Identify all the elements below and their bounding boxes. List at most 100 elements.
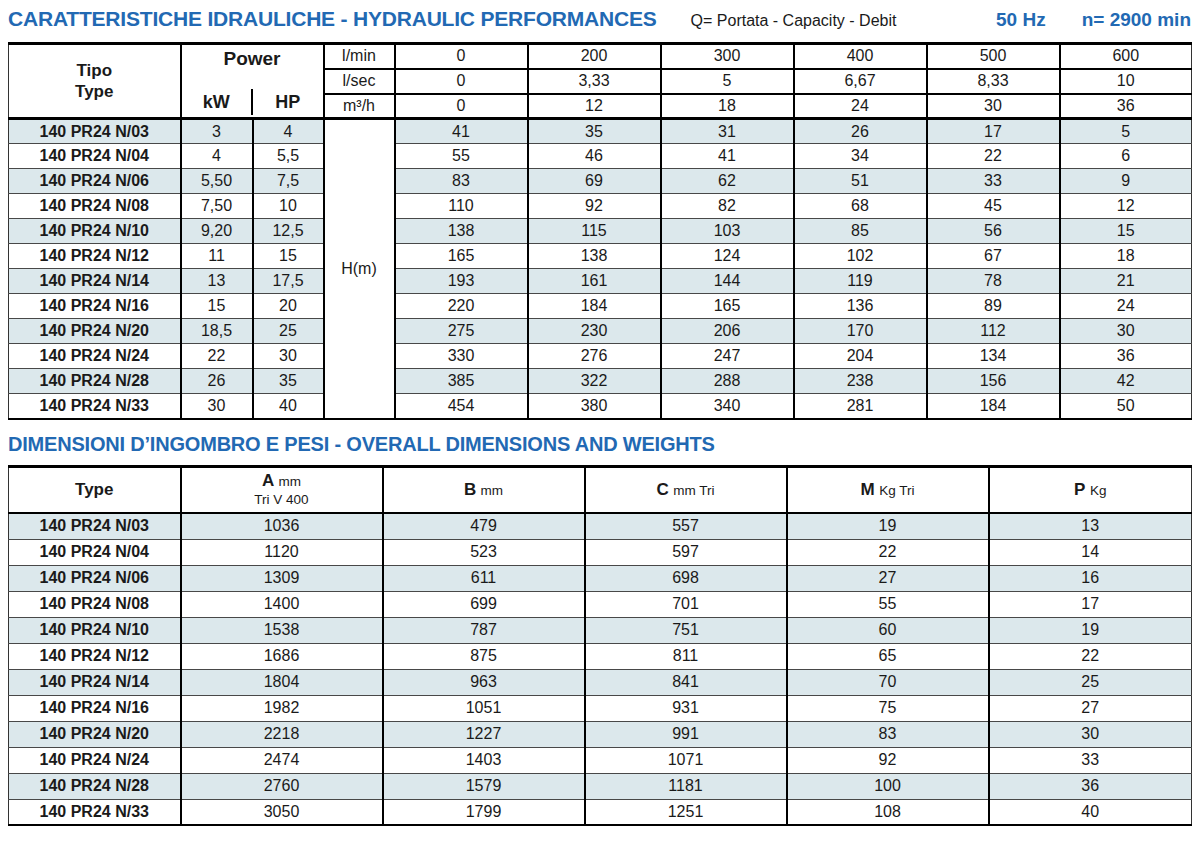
power-kw-value: 11 [181,244,253,269]
head-value: 103 [661,219,794,244]
hydraulic-row: 140 PR24 N/0445,555464134226 [9,144,1192,169]
head-unit-label: H(m) [324,119,395,419]
head-value: 454 [395,394,528,419]
dimension-value: 1799 [383,799,585,825]
dimensions-row: 140 PR24 N/1015387877516019 [9,617,1192,643]
dimension-value: 22 [787,539,989,565]
head-value: 330 [395,344,528,369]
head-value: 385 [395,369,528,394]
dimensions-table-body: 140 PR24 N/0310364795571913140 PR24 N/04… [9,513,1192,825]
hydraulic-row: 140 PR24 N/087,50101109282684512 [9,194,1192,219]
dimension-value: 557 [585,513,787,539]
dimension-value: 1251 [585,799,787,825]
dims-column-unit: Kg Tri [879,483,914,498]
dimension-value: 108 [787,799,989,825]
head-value: 67 [927,244,1060,269]
head-value: 115 [528,219,661,244]
dimension-value: 963 [383,669,585,695]
pump-type: 140 PR24 N/33 [9,799,181,825]
hydraulic-row: 140 PR24 N/1211151651381241026718 [9,244,1192,269]
dims-column-header-m: M Kg Tri [787,466,989,513]
power-kw-value: 9,20 [181,219,253,244]
dims-column-header-b: B mm [383,466,585,513]
head-value: 165 [661,294,794,319]
dimension-value: 3050 [181,799,383,825]
type-column-header: Tipo Type [9,44,181,119]
power-kw-value: 22 [181,344,253,369]
pump-type: 140 PR24 N/04 [9,539,181,565]
dimension-value: 1181 [585,773,787,799]
dims-column-line2: Tri V 400 [182,492,382,508]
head-value: 184 [528,294,661,319]
head-value: 102 [794,244,927,269]
head-value: 288 [661,369,794,394]
dimension-value: 1227 [383,721,585,747]
head-value: 204 [794,344,927,369]
pump-type: 140 PR24 N/24 [9,747,181,773]
pump-type: 140 PR24 N/03 [9,119,181,144]
head-value: 340 [661,394,794,419]
dimensions-row: 140 PR24 N/20221812279918330 [9,721,1192,747]
dimension-value: 1538 [181,617,383,643]
dims-column-line1: C mm Tri [586,480,786,500]
power-column-header: Power kW HP [181,44,324,119]
dimension-value: 30 [989,721,1192,747]
dimension-value: 13 [989,513,1192,539]
flow-value: 300 [661,44,794,69]
head-value: 17 [927,119,1060,144]
head-value: 18 [1060,244,1192,269]
flow-value: 0 [395,69,528,94]
power-kw-value: 5,50 [181,169,253,194]
dimension-value: 100 [787,773,989,799]
power-header-inner: Power kW HP [182,45,323,117]
hydraulic-row: 140 PR24 N/141317,51931611441197821 [9,269,1192,294]
head-value: 51 [794,169,927,194]
dimension-value: 1403 [383,747,585,773]
dimensions-row: 140 PR24 N/0613096116982716 [9,565,1192,591]
hydraulic-row: 140 PR24 N/2018,52527523020617011230 [9,319,1192,344]
hydraulic-table-head: Tipo Type Power kW HP l/min0200300400500… [9,44,1192,119]
hydraulic-row: 140 PR24 N/24223033027624720413436 [9,344,1192,369]
head-value: 6 [1060,144,1192,169]
dimension-value: 841 [585,669,787,695]
power-kw-value: 7,50 [181,194,253,219]
power-hp-value: 5,5 [253,144,324,169]
dimension-value: 17 [989,591,1192,617]
kw-hp-row: kW HP [182,89,323,115]
head-value: 230 [528,319,661,344]
head-value: 24 [1060,294,1192,319]
dims-column-unit: mm [481,483,504,498]
head-value: 206 [661,319,794,344]
pump-type: 140 PR24 N/10 [9,219,181,244]
flow-value: 12 [528,94,661,119]
dimension-value: 1071 [585,747,787,773]
flow-value: 36 [1060,94,1192,119]
dimensions-row: 140 PR24 N/3330501799125110840 [9,799,1192,825]
power-hp-value: 25 [253,319,324,344]
dimension-value: 16 [989,565,1192,591]
type-label-it: Tipo [9,60,180,81]
flow-unit-label: l/min [324,44,395,69]
head-value: 276 [528,344,661,369]
dimension-value: 701 [585,591,787,617]
head-value: 42 [1060,369,1192,394]
dimension-value: 75 [787,695,989,721]
head-value: 9 [1060,169,1192,194]
dimensions-table: TypeA mmTri V 400B mmC mm TriM Kg TriP K… [8,465,1192,827]
hp-label: HP [253,93,323,115]
dimension-value: 1051 [383,695,585,721]
dimension-value: 699 [383,591,585,617]
pump-type: 140 PR24 N/24 [9,344,181,369]
power-hp-value: 10 [253,194,324,219]
pump-type: 140 PR24 N/08 [9,194,181,219]
hydraulic-table-body: 140 PR24 N/0334H(m)41353126175140 PR24 N… [9,119,1192,419]
power-hp-value: 30 [253,344,324,369]
head-value: 193 [395,269,528,294]
dimensions-row: 140 PR24 N/242474140310719233 [9,747,1192,773]
dimension-value: 1036 [181,513,383,539]
dimension-value: 36 [989,773,1192,799]
flow-value: 200 [528,44,661,69]
dimension-value: 65 [787,643,989,669]
dimension-value: 787 [383,617,585,643]
head-value: 41 [661,144,794,169]
